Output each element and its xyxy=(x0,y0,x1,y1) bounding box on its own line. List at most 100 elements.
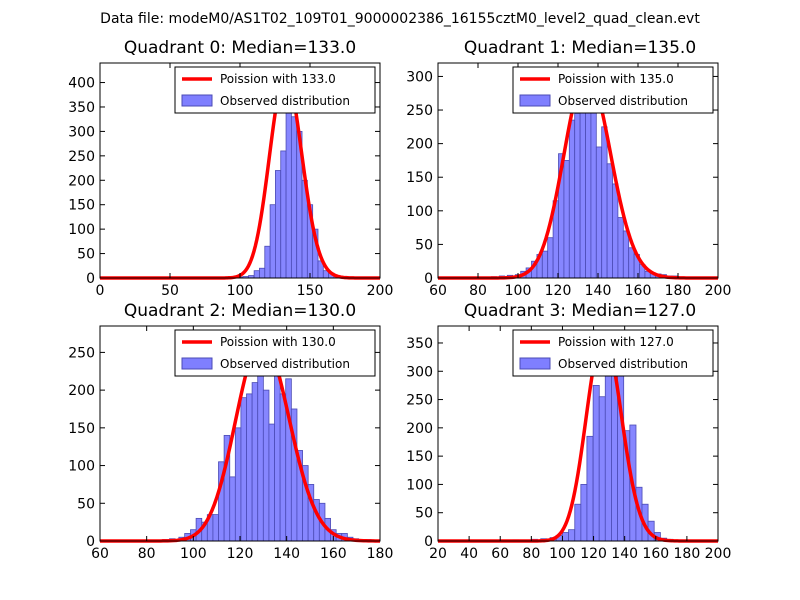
quadrant-1-xtick-label-4: 140 xyxy=(585,283,612,299)
quadrant-0-hist-bar-9 xyxy=(264,245,271,279)
quadrant-3-hist-bar-11 xyxy=(592,385,600,542)
quadrant-1-hist-bar-21 xyxy=(612,183,619,279)
quadrant-1-hist-bar-16 xyxy=(585,106,592,279)
quadrant-0-xtick-label-3: 150 xyxy=(297,283,324,299)
quadrant-2-xtick-label-0: 60 xyxy=(91,546,109,562)
quadrant-2-hist-bar-15 xyxy=(251,382,259,542)
quadrant-0-ytick-label-3: 150 xyxy=(68,198,95,214)
quadrant-1-ytick-label-3: 150 xyxy=(406,170,433,186)
quadrant-0-tick-labels: 0 50 100 150 200 0 50 100 150 200 250 300 350 400 xyxy=(68,76,393,299)
quadrant-2-ytick-label-2: 100 xyxy=(68,459,95,475)
quadrant-3-xtick-label-8: 180 xyxy=(674,546,701,562)
quadrant-0-hist-bar-10 xyxy=(269,204,276,279)
quadrant-3-ytick-label-4: 200 xyxy=(406,421,433,437)
quadrant-1-xtick-label-7: 200 xyxy=(705,283,732,299)
quadrant-0-legend-observed-label: Observed distribution xyxy=(220,94,350,108)
quadrant-2-ytick-label-1: 50 xyxy=(77,496,95,512)
quadrant-3-tick-labels: 20 40 60 80 100 120 140 160 180 20005010015020025… xyxy=(406,336,731,562)
quadrant-3-ytick-label-7: 350 xyxy=(406,336,433,352)
quadrant-1-hist-bar-19 xyxy=(601,126,608,279)
quadrant-2-title: Quadrant 2: Median=130.0 xyxy=(124,301,356,321)
quadrant-1-panel: Quadrant 1: Median=135.0 60 80 100 120 140 16… xyxy=(406,38,731,299)
quadrant-1-legend-observed-label: Observed distribution xyxy=(558,94,688,108)
quadrant-1-ytick-label-5: 250 xyxy=(406,103,433,119)
quadrant-0-hist-bar-7 xyxy=(253,270,260,279)
quadrant-3-hist-bar-10 xyxy=(586,435,594,542)
quadrant-3-legend: Poission with 127.0 Observed distributio… xyxy=(512,329,714,377)
quadrant-3-ytick-label-1: 50 xyxy=(415,506,433,522)
quadrant-2-xtick-label-2: 100 xyxy=(180,546,207,562)
quadrant-2-hist-bar-11 xyxy=(229,476,236,542)
quadrant-2-ytick-label-4: 200 xyxy=(68,383,95,399)
quadrant-1-axes xyxy=(437,62,719,279)
quadrant-0-hist-bar-11 xyxy=(275,170,282,279)
quadrant-0-hist-bar-13 xyxy=(285,89,292,279)
quadrant-1-hist-bar-12 xyxy=(563,160,570,279)
quadrant-2-hist-bar-17 xyxy=(262,389,270,542)
quadrant-1-hist-bar-14 xyxy=(574,112,581,279)
quadrant-3-legend-poisson-label: Poission with 127.0 xyxy=(558,335,674,349)
quadrant-3-xtick-label-3: 80 xyxy=(522,546,540,562)
quadrant-2-bars xyxy=(162,348,379,542)
quadrant-1-hist-bar-22 xyxy=(617,217,624,279)
quadrant-2-hist-bar-8 xyxy=(212,514,219,542)
quadrant-1-tick-labels: 60 80 100 120 140 160 180 200 0 50 100 150 200 250 300 xyxy=(406,69,731,299)
quadrant-3-xtick-label-0: 20 xyxy=(429,546,447,562)
quadrant-1-hist-bar-20 xyxy=(606,163,613,279)
quadrant-1-hist-bar-17 xyxy=(590,92,597,279)
quadrant-3-xtick-label-6: 140 xyxy=(611,546,638,562)
quadrant-2-xtick-label-6: 180 xyxy=(367,546,394,562)
quadrant-0-bars xyxy=(117,89,370,279)
quadrant-0-ytick-label-5: 250 xyxy=(68,149,95,165)
quadrant-0-hist-bar-12 xyxy=(280,150,287,279)
quadrant-3-xtick-label-9: 200 xyxy=(705,546,732,562)
quadrant-2-xtick-label-5: 160 xyxy=(320,546,347,562)
quadrant-2-xtick-label-3: 120 xyxy=(227,546,254,562)
quadrant-2-xtick-label-4: 140 xyxy=(273,546,300,562)
quadrant-3-title: Quadrant 3: Median=127.0 xyxy=(464,301,696,321)
quadrant-2-ytick-label-3: 150 xyxy=(68,421,95,437)
quadrant-0-xtick-label-0: 0 xyxy=(96,283,105,299)
quadrant-1-xtick-label-1: 80 xyxy=(469,283,487,299)
quadrant-1-hist-bar-9 xyxy=(547,237,554,279)
quadrant-3-hist-bar-9 xyxy=(580,484,588,542)
quadrant-1-xtick-label-0: 60 xyxy=(429,283,447,299)
quadrant-1-xtick-label-5: 160 xyxy=(625,283,652,299)
quadrant-0-xtick-label-2: 100 xyxy=(227,283,254,299)
quadrant-3-xtick-label-2: 60 xyxy=(491,546,509,562)
quadrant-2-panel: Quadrant 2: Median=130.0 60 80 100 120 140 16… xyxy=(68,301,393,562)
quadrant-0-xtick-label-1: 50 xyxy=(161,283,179,299)
quadrant-1-ytick-label-0: 0 xyxy=(424,271,433,287)
quadrant-2-legend-bar-handle xyxy=(181,357,213,370)
quadrant-2-hist-bar-18 xyxy=(268,423,275,542)
quadrant-0-ytick-label-7: 350 xyxy=(68,100,95,116)
quadrant-1-legend-poisson-label: Poission with 135.0 xyxy=(558,72,674,86)
quadrant-3-ytick-label-3: 150 xyxy=(406,449,433,465)
quadrant-0-title: Quadrant 0: Median=133.0 xyxy=(124,38,356,58)
quadrant-3-hist-bar-6 xyxy=(562,532,570,542)
quadrant-2-ytick-label-0: 0 xyxy=(86,534,95,550)
quadrant-0-xtick-label-4: 200 xyxy=(367,283,394,299)
quadrant-2-hist-bar-20 xyxy=(279,393,287,542)
quadrant-3-hist-bar-8 xyxy=(574,503,582,542)
quadrant-1-xtick-label-3: 120 xyxy=(545,283,572,299)
quadrant-3-ytick-label-2: 100 xyxy=(406,477,433,493)
quadrant-2-ytick-label-5: 250 xyxy=(68,345,95,361)
quadrant-3-xtick-label-4: 100 xyxy=(549,546,576,562)
quadrant-1-legend: Poission with 135.0 Observed distributio… xyxy=(512,66,714,114)
quadrant-1-ytick-label-6: 300 xyxy=(406,69,433,85)
quadrant-2-xtick-label-1: 80 xyxy=(138,546,156,562)
quadrant-0-ytick-label-4: 200 xyxy=(68,173,95,189)
quadrant-2-hist-bar-13 xyxy=(240,397,247,542)
quadrant-0-ytick-label-0: 0 xyxy=(86,271,95,287)
quadrant-1-ytick-label-1: 50 xyxy=(415,237,433,253)
quadrant-1-hist-bar-8 xyxy=(541,250,549,279)
quadrant-1-hist-bar-23 xyxy=(622,230,630,279)
quadrant-0-hist-bar-8 xyxy=(259,267,266,279)
quadrant-3-ytick-label-0: 0 xyxy=(424,534,433,550)
quadrant-1-legend-bar-handle xyxy=(519,94,551,107)
quadrant-0-ytick-label-1: 50 xyxy=(77,247,95,263)
quadrant-2-legend: Poission with 130.0 Observed distributio… xyxy=(174,329,376,377)
quadrant-3-legend-observed-label: Observed distribution xyxy=(558,357,688,371)
